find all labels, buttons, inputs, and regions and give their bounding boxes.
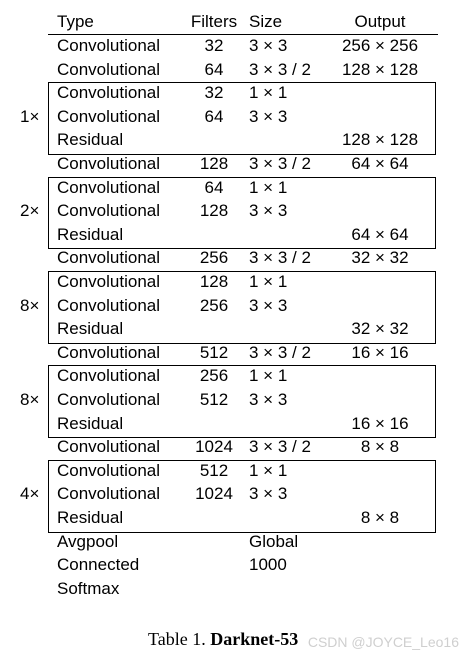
cell-size: 1 × 1 [249,177,288,197]
cell-type: Residual [57,130,124,150]
cell-type: Convolutional [57,484,161,504]
cell-filters: 32 [204,36,224,55]
cell-type: Residual [57,319,124,339]
residual-block [48,271,436,344]
cell-type: Convolutional [57,248,161,268]
cell-output: 256 × 256 [341,36,419,55]
cell-size: 1000 [249,555,287,575]
cell-filters: 256 [199,248,229,268]
cell-size: 1 × 1 [249,272,288,291]
cell-output: 64 × 64 [351,224,409,244]
cell-size: 3 × 3 / 2 [249,154,311,173]
cell-type: Residual [57,224,124,244]
cell-size: 3 × 3 / 2 [249,437,311,457]
cell-type: Convolutional [57,36,161,55]
cell-type: Convolutional [57,272,161,291]
cell-type: Convolutional [57,342,161,362]
cell-type: Convolutional [57,154,161,173]
cell-filters: 32 [204,83,224,103]
cell-type: Avgpool [57,531,119,551]
watermark: CSDN @JOYCE_Leo16 [307,634,459,650]
cell-output: 8 × 8 [360,437,400,457]
cell-type: Convolutional [57,177,161,197]
cell-type: Convolutional [57,83,161,103]
cell-size: 1 × 1 [249,460,288,480]
cell-size: 3 × 3 [249,484,288,504]
cell-output: 16 × 16 [351,342,409,362]
cell-output: 128 × 128 [341,59,419,79]
residual-block [48,365,436,439]
cell-size: 3 × 3 / 2 [249,248,311,268]
cell-type: Softmax [57,578,120,598]
block-multiplier: 1× [20,106,40,126]
cell-size: 3 × 3 [249,390,288,409]
table-caption: Table 1. Darknet-53 [148,628,298,650]
cell-type: Residual [57,508,124,527]
cell-output: 8 × 8 [360,508,400,527]
cell-size: 3 × 3 / 2 [249,342,311,362]
cell-filters: 64 [204,59,224,79]
cell-size: 1 × 1 [249,83,288,103]
cell-size: Global [249,531,299,551]
cell-filters: 128 [199,201,229,221]
cell-type: Connected [57,555,140,575]
cell-filters: 128 [199,272,229,291]
cell-size: 3 × 3 [249,295,288,315]
cell-filters: 128 [199,154,229,173]
cell-output: 32 × 32 [351,319,409,339]
header-rule [48,34,438,35]
cell-filters: 512 [199,390,229,409]
cell-size: 3 × 3 / 2 [249,59,311,79]
cell-filters: 1024 [195,437,233,457]
cell-type: Residual [57,413,124,433]
cell-filters: 512 [199,342,229,362]
cell-filters: 256 [199,295,229,315]
caption-name: Darknet-53 [210,629,299,649]
cell-type: Convolutional [57,460,161,480]
cell-filters: 256 [199,366,229,386]
header-output: Output [354,12,406,31]
residual-block [48,82,436,155]
block-multiplier: 8× [20,390,40,409]
cell-output: 128 × 128 [341,130,419,150]
residual-block [48,176,436,250]
cell-filters: 512 [199,460,229,480]
cell-type: Convolutional [57,366,161,386]
darknet-53-table: Type Filters Size Output Convolutional 32… [20,12,438,598]
header-type: Type [57,12,94,31]
block-multiplier: 4× [20,484,40,504]
block-multiplier: 8× [20,295,40,315]
cell-type: Convolutional [57,390,161,409]
cell-output: 64 × 64 [351,154,409,173]
cell-size: 3 × 3 [249,36,288,55]
cell-size: 3 × 3 [249,106,288,126]
cell-type: Convolutional [57,201,161,221]
cell-filters: 64 [204,106,224,126]
cell-type: Convolutional [57,295,161,315]
cell-type: Convolutional [57,106,161,126]
cell-output: 32 × 32 [351,248,409,268]
cell-size: 3 × 3 [249,201,288,221]
header-size: Size [249,12,283,31]
caption-prefix: Table 1. [148,629,211,649]
block-multiplier: 2× [20,201,40,221]
cell-filters: 1024 [195,484,233,504]
cell-type: Convolutional [57,59,161,79]
residual-block [48,459,436,533]
cell-output: 16 × 16 [351,413,409,433]
cell-filters: 64 [204,177,224,197]
cell-type: Convolutional [57,437,161,457]
header-filters: Filters [190,12,238,31]
cell-size: 1 × 1 [249,366,288,386]
